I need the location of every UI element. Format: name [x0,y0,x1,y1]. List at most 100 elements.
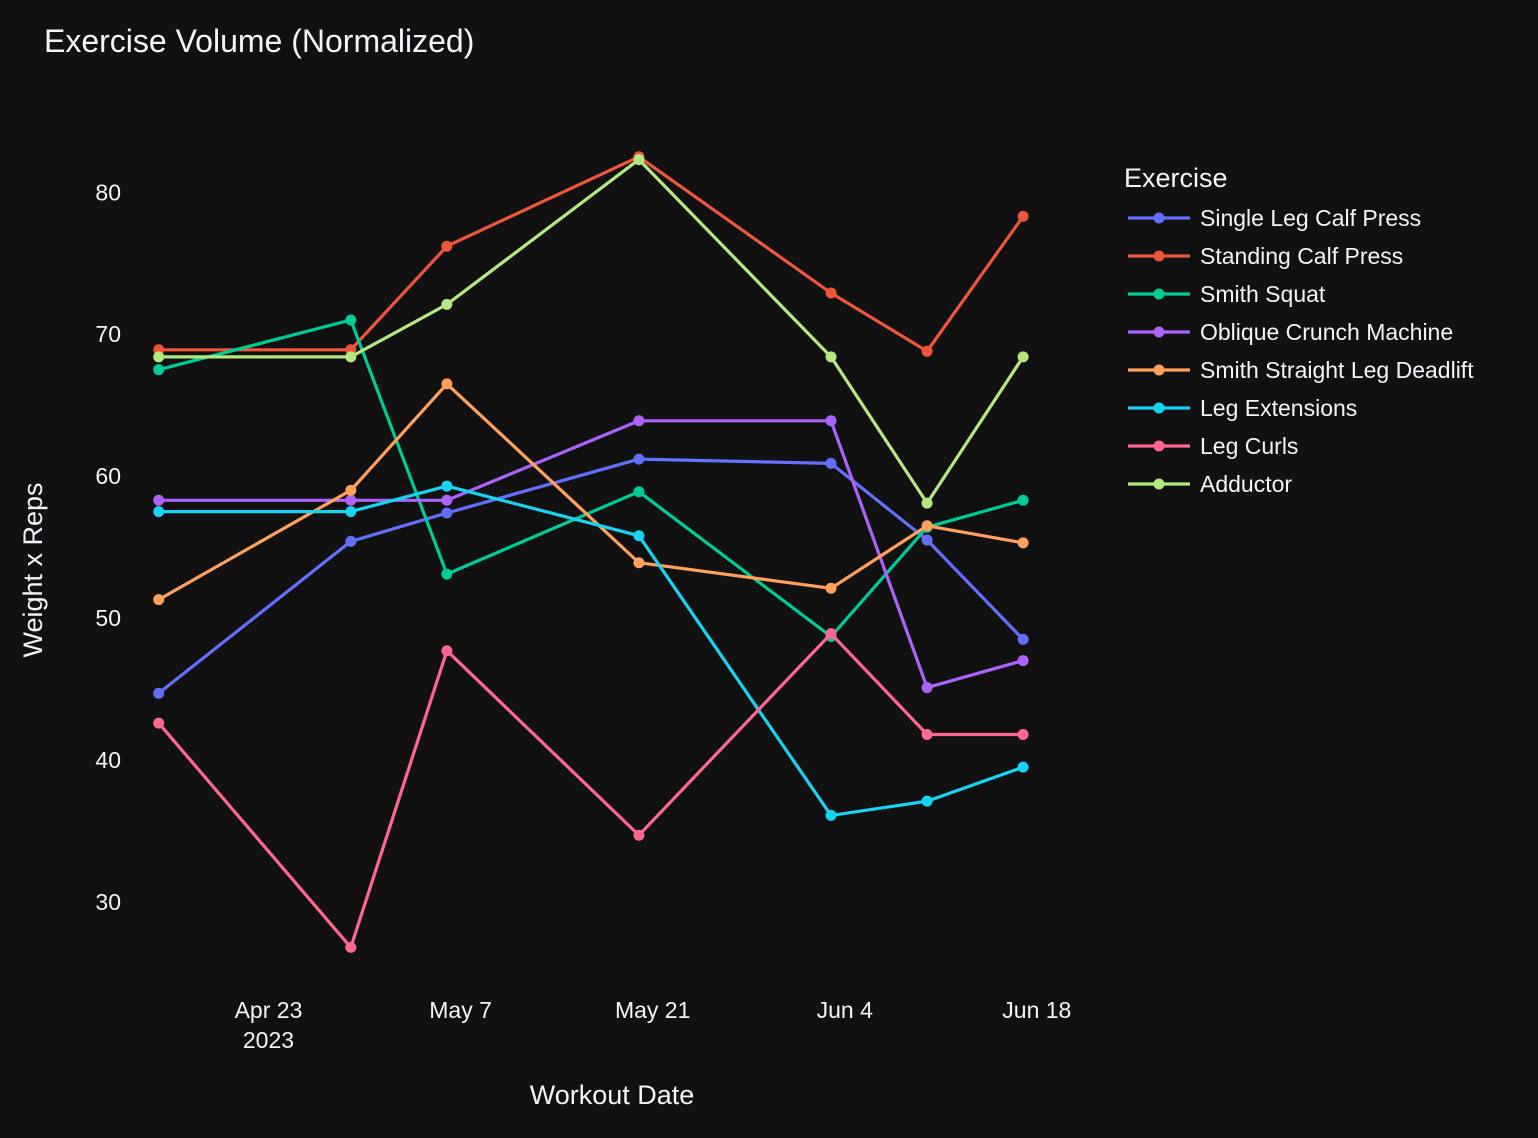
data-point [825,628,837,640]
legend-marker-swatch [1153,326,1165,338]
x-tick-label: Jun 18 [1002,997,1071,1023]
data-point [921,345,933,357]
data-point [921,534,933,546]
legend-label: Standing Calf Press [1200,243,1403,269]
x-tick-label: May 7 [429,997,492,1023]
series-line [157,632,1024,950]
legend-item[interactable]: Leg Curls [1128,433,1298,459]
legend-marker-swatch [1153,250,1165,262]
series-line [158,419,1024,690]
y-tick-label: 70 [95,321,121,347]
data-point [153,717,165,729]
data-point [441,480,453,492]
legend-label: Smith Straight Leg Deadlift [1200,357,1474,383]
data-point [1017,655,1029,667]
data-point [825,351,837,363]
data-point [441,378,453,390]
data-point [345,506,357,518]
data-point [921,520,933,532]
legend-label: Oblique Crunch Machine [1200,319,1453,345]
legend-label: Single Leg Calf Press [1200,205,1421,231]
x-tick-label: Apr 23 [235,997,303,1023]
legend-label: Smith Squat [1200,281,1326,307]
legend-item[interactable]: Single Leg Calf Press [1128,205,1421,231]
series-line [158,484,1024,818]
data-point [345,494,357,506]
series-standing-calf-press [153,151,1029,357]
data-point [345,351,357,363]
data-point [345,535,357,547]
series-leg-curls [153,628,1029,953]
legend-item[interactable]: Smith Straight Leg Deadlift [1128,357,1474,383]
series-oblique-crunch-machine [153,415,1029,694]
series-line [157,457,1025,695]
series-adductor [153,154,1029,509]
legend-item[interactable]: Smith Squat [1128,281,1326,307]
legend-label: Leg Curls [1200,433,1298,459]
data-point [441,507,453,519]
legend-marker-swatch [1153,212,1165,224]
data-point [1017,728,1029,740]
data-point [153,351,165,363]
legend-label: Leg Extensions [1200,395,1357,421]
data-point [825,415,837,427]
data-point [345,314,357,326]
legend-title: Exercise [1124,163,1228,193]
data-point [441,494,453,506]
data-point [921,728,933,740]
data-point [153,594,165,606]
legend-marker-swatch [1153,440,1165,452]
y-tick-label: 80 [95,179,121,205]
data-point [153,364,165,376]
legend-item[interactable]: Leg Extensions [1128,395,1357,421]
x-tick-label: May 21 [615,997,690,1023]
data-point [633,486,645,498]
legend-marker-swatch [1153,288,1165,300]
series-leg-extensions [153,480,1029,821]
data-point [153,494,165,506]
x-axis-title: Workout Date [530,1080,695,1110]
data-point [1017,761,1029,773]
data-point [345,941,357,953]
y-tick-label: 30 [95,889,121,915]
y-tick-label: 60 [95,463,121,489]
data-point [1017,537,1029,549]
chart-title: Exercise Volume (Normalized) [44,23,474,59]
x-tick-year-label: 2023 [243,1027,294,1053]
data-point [633,154,645,166]
data-point [825,457,837,469]
data-point [441,645,453,657]
legend-items: Single Leg Calf Press Standing Calf Press… [1128,205,1474,497]
y-tick-label: 50 [95,605,121,631]
data-point [633,453,645,465]
data-point [1017,210,1029,222]
data-point [153,687,165,699]
data-point [825,287,837,299]
data-point [1017,351,1029,363]
x-axis-ticks: Apr 23 2023 May 7 May 21 Jun 4 Jun 18 [235,997,1072,1053]
series-single-leg-calf-press [153,453,1029,699]
data-point [441,240,453,252]
data-point [153,506,165,518]
data-point [633,557,645,569]
data-point [345,484,357,496]
data-point [921,497,933,509]
legend-marker-swatch [1153,364,1165,376]
data-point [825,809,837,821]
legend-item[interactable]: Adductor [1128,471,1292,497]
series-line [158,155,1025,353]
data-point [441,568,453,580]
data-point [1017,494,1029,506]
y-axis-ticks: 30 40 50 60 70 80 [95,179,121,915]
legend-item[interactable]: Standing Calf Press [1128,243,1403,269]
legend-marker-swatch [1153,402,1165,414]
data-point [1017,633,1029,645]
legend-item[interactable]: Oblique Crunch Machine [1128,319,1453,345]
legend: Exercise Single Leg Calf Press Standing C… [1124,163,1474,497]
plot-area [153,151,1029,953]
x-tick-label: Jun 4 [817,997,873,1023]
series-smith-straight-leg-deadlift [153,378,1029,606]
legend-marker-swatch [1153,478,1165,490]
y-axis-title: Weight x Reps [18,482,48,657]
